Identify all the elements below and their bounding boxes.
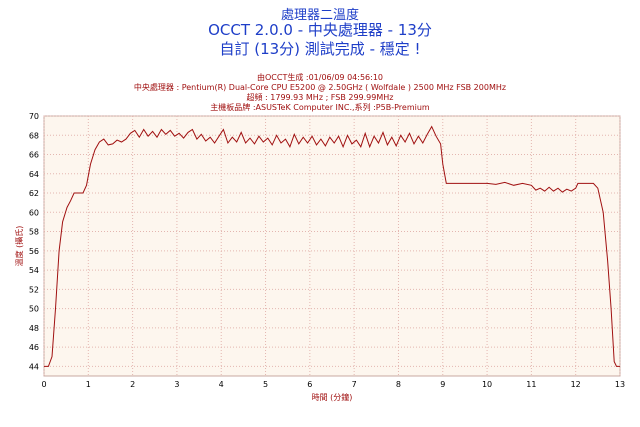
x-tick-label: 10	[482, 380, 492, 389]
x-tick-label: 5	[263, 380, 268, 389]
y-tick-label: 50	[29, 305, 39, 314]
y-tick-label: 68	[29, 131, 39, 140]
y-tick-label: 64	[29, 170, 39, 179]
y-tick-label: 58	[29, 228, 39, 237]
y-tick-label: 56	[29, 247, 39, 256]
y-tick-label: 60	[29, 208, 39, 217]
x-tick-label: 2	[130, 380, 135, 389]
info-cpu: 中央處理器 : Pentium(R) Dual-Core CPU E5200 @…	[133, 83, 507, 92]
info-generated: 由OCCT生成 :01/06/09 04:56:10	[257, 73, 383, 82]
y-axis-label: 溫度 (攝氏)	[14, 226, 24, 267]
x-tick-label: 6	[307, 380, 312, 389]
y-tick-label: 54	[29, 266, 39, 275]
x-tick-label: 7	[352, 380, 357, 389]
x-tick-label: 12	[571, 380, 581, 389]
y-tick-label: 48	[29, 324, 39, 333]
temperature-series-line	[44, 125, 620, 367]
x-tick-label: 13	[615, 380, 625, 389]
x-tick-label: 9	[440, 380, 445, 389]
x-tick-label: 1	[86, 380, 91, 389]
x-tick-label: 8	[396, 380, 401, 389]
y-tick-label: 46	[29, 343, 39, 352]
chart-title: 處理器二溫度	[280, 8, 359, 23]
x-tick-label: 0	[41, 380, 46, 389]
plot-area	[43, 115, 621, 377]
x-tick-label: 11	[526, 380, 536, 389]
x-axis-label: 時間 (分鐘)	[312, 392, 353, 402]
axis-ticks: 0 1 2 3 4 5 6 7 8 9 10 11 12 134446485052545658606264…	[29, 112, 625, 389]
y-tick-label: 44	[29, 362, 39, 371]
y-tick-label: 70	[29, 112, 39, 121]
info-motherboard: 主機板品牌 :ASUSTeK Computer INC.,系列 :P5B-Pre…	[210, 103, 430, 112]
chart-subtitle-test: OCCT 2.0.0 - 中央處理器 - 13分	[208, 21, 432, 39]
x-tick-label: 4	[219, 380, 224, 389]
x-tick-label: 3	[174, 380, 179, 389]
y-tick-label: 52	[29, 285, 39, 294]
y-tick-label: 62	[29, 189, 39, 198]
info-clock: 超頻 : 1799.93 MHz ; FSB 299.99MHz	[246, 93, 394, 102]
chart-subtitle-status: 自訂 (13分) 測試完成 - 穩定 !	[219, 40, 421, 58]
grid-lines	[43, 115, 621, 376]
y-tick-label: 66	[29, 151, 39, 160]
